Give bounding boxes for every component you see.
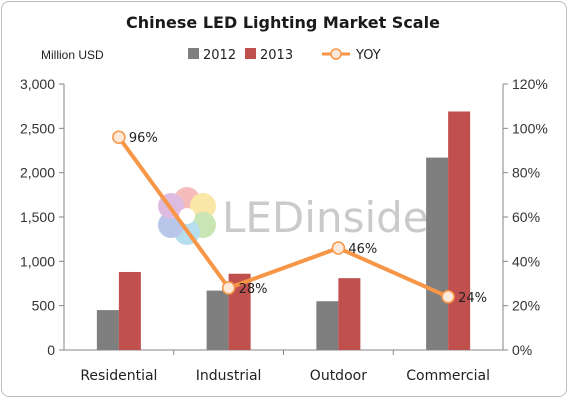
left-tick-label: 2,000 <box>20 165 55 181</box>
legend-label-2013: 2013 <box>260 48 293 63</box>
category-label-commercial: Commercial <box>406 368 490 384</box>
left-tick-label: 3,000 <box>20 76 55 92</box>
right-tick-label: 80% <box>512 165 540 181</box>
chart-title: Chinese LED Lighting Market Scale <box>126 13 440 32</box>
bar-2013-residential <box>118 271 141 350</box>
bar-2012-residential <box>96 310 119 350</box>
yoy-data-label-residential: 96% <box>129 131 158 146</box>
yoy-point-outdoor <box>331 241 346 255</box>
left-tick-label: 500 <box>32 298 56 314</box>
left-tick-label: 1,000 <box>20 253 55 269</box>
right-axis-ticks: 0% 20% 40% 60% 80% 100% 120% <box>503 76 548 358</box>
legend-swatch-2012 <box>188 48 199 59</box>
yoy-data-label-industrial: 28% <box>239 282 268 297</box>
right-tick-label: 60% <box>512 209 540 225</box>
bar-2012-industrial <box>206 290 229 350</box>
category-label-residential: Residential <box>80 368 157 384</box>
legend-label-2012: 2012 <box>203 48 236 63</box>
category-labels: Residential Industrial Outdoor Commercial <box>80 368 490 384</box>
left-tick-label: 0 <box>47 342 55 358</box>
bar-2012-commercial <box>426 157 449 350</box>
bar-2012-outdoor <box>316 301 339 350</box>
ledinside-watermark: LEDinside <box>158 187 429 245</box>
right-tick-label: 40% <box>512 253 540 269</box>
yoy-point-commercial <box>441 290 455 304</box>
right-tick-label: 100% <box>512 120 548 136</box>
left-tick-label: 2,500 <box>20 120 55 136</box>
legend-label-yoy: YOY <box>355 48 381 63</box>
bar-2013-industrial <box>228 273 251 350</box>
left-tick-label: 1,500 <box>20 209 55 225</box>
legend-swatch-2013 <box>245 48 256 59</box>
yoy-series: 96% 28% 46% 24% <box>112 130 487 306</box>
legend: 2012 2013 YOY <box>188 48 381 63</box>
unit-label: Million USD <box>41 48 104 62</box>
category-label-industrial: Industrial <box>196 368 262 384</box>
left-axis-ticks: 0 500 1,000 1,500 2,000 2,500 3,000 <box>20 76 64 358</box>
yoy-point-residential <box>112 130 126 144</box>
category-label-outdoor: Outdoor <box>310 368 367 384</box>
yoy-point-industrial <box>221 281 236 295</box>
yoy-data-label-outdoor: 46% <box>348 242 377 257</box>
legend-marker-yoy <box>330 48 342 60</box>
ledinside-logo-flower <box>158 187 216 245</box>
bars <box>96 111 471 355</box>
bar-2013-commercial <box>448 111 471 350</box>
right-tick-label: 120% <box>512 76 548 92</box>
yoy-data-label-commercial: 24% <box>458 291 487 306</box>
yoy-line <box>117 136 449 299</box>
right-tick-label: 20% <box>512 298 540 314</box>
right-tick-label: 0% <box>512 342 532 358</box>
watermark-text: LEDinside <box>222 193 429 242</box>
bar-2013-outdoor <box>338 278 361 350</box>
